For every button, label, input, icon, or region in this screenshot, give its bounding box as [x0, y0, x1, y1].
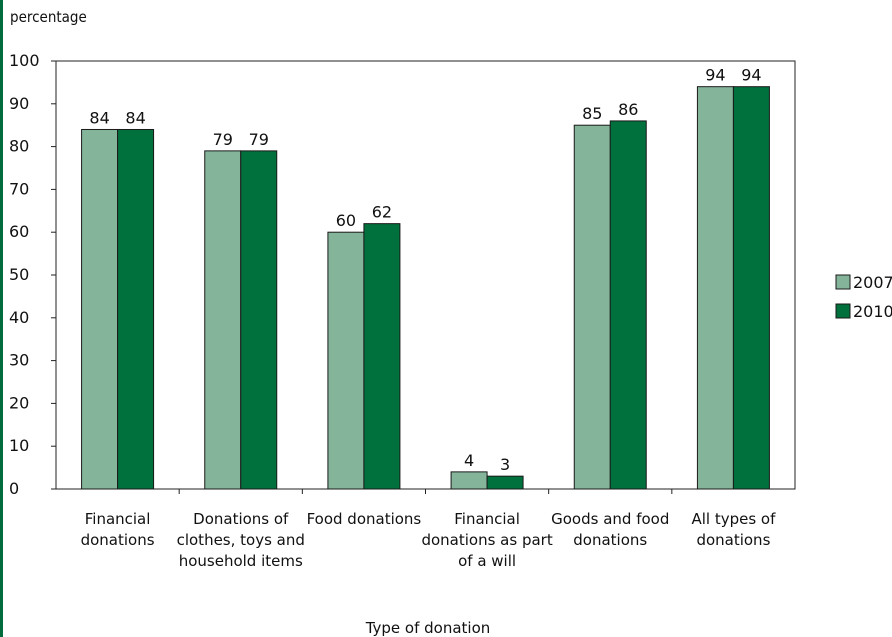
data-label-2010: 84 — [125, 108, 145, 127]
category-label: Food donations — [307, 510, 422, 528]
category-label: Donations of — [193, 510, 289, 528]
y-tick-label: 10 — [9, 436, 29, 455]
category-label: All types of — [691, 510, 776, 528]
category-label: household items — [179, 552, 303, 570]
x-axis-label: Type of donation — [365, 619, 491, 637]
bar-2010 — [240, 150, 278, 490]
data-label-2007: 85 — [582, 104, 602, 123]
data-label-2010: 79 — [249, 130, 269, 149]
category-label: Financial — [85, 510, 151, 528]
bar-2010 — [486, 475, 524, 490]
y-tick-label: 60 — [9, 222, 29, 241]
y-tick-label: 0 — [9, 479, 19, 498]
bar-2007 — [696, 86, 734, 490]
y-tick-label: 30 — [9, 351, 29, 370]
category-label: Financial — [454, 510, 520, 528]
data-label-2007: 60 — [336, 211, 356, 230]
bar-2010 — [363, 223, 401, 490]
category-label: donations — [696, 531, 770, 549]
category-label: of a will — [458, 552, 516, 570]
y-tick-label: 20 — [9, 393, 29, 412]
data-label-2010: 86 — [618, 100, 638, 119]
y-tick-label: 80 — [9, 137, 29, 156]
data-label-2010: 62 — [372, 203, 392, 222]
y-axis-label: percentage — [10, 8, 87, 26]
legend-swatch-2010 — [835, 303, 851, 319]
legend-swatch-2007 — [835, 274, 851, 290]
bar-2007 — [327, 231, 365, 490]
category-label: donations — [573, 531, 647, 549]
data-label-2007: 94 — [705, 66, 725, 85]
category-label: clothes, toys and — [177, 531, 305, 549]
bar-2007 — [450, 471, 488, 490]
y-tick-label: 40 — [9, 308, 29, 327]
y-tick-label: 50 — [9, 265, 29, 284]
y-tick-label: 70 — [9, 179, 29, 198]
data-label-2010: 94 — [741, 66, 761, 85]
y-tick-label: 90 — [9, 94, 29, 113]
y-tick-label: 100 — [9, 51, 40, 70]
bar-2010 — [117, 128, 155, 490]
data-label-2010: 3 — [500, 455, 510, 474]
bar-2007 — [573, 124, 611, 490]
legend-label-2007: 2007 — [853, 273, 892, 292]
category-label: donations as part — [421, 531, 552, 549]
category-label: Goods and food — [551, 510, 669, 528]
bar-2007 — [81, 128, 119, 490]
data-label-2007: 4 — [464, 451, 474, 470]
left-accent-rule — [0, 0, 3, 637]
bar-2010 — [732, 86, 770, 490]
bar-2010 — [609, 120, 647, 490]
plot-frame — [55, 60, 796, 490]
legend-label-2010: 2010 — [853, 302, 892, 321]
category-label: donations — [81, 531, 155, 549]
data-label-2007: 84 — [89, 108, 109, 127]
bar-2007 — [204, 150, 242, 490]
data-label-2007: 79 — [213, 130, 233, 149]
